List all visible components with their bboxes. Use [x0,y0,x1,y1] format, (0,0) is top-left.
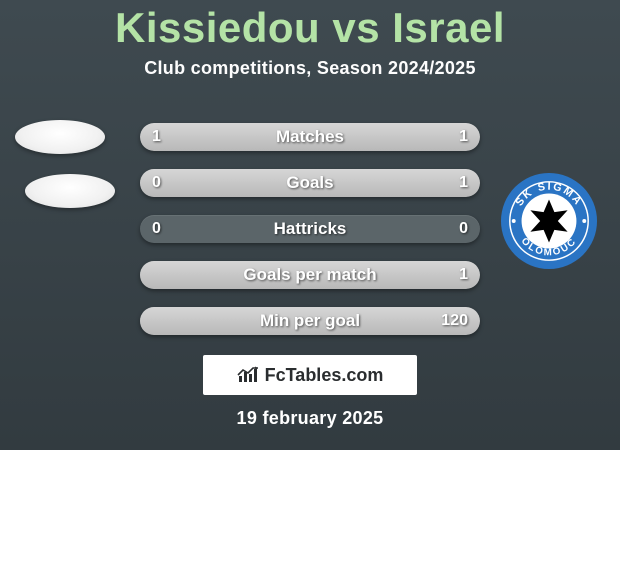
stat-row: 00Hattricks [140,215,480,243]
stat-label: Goals per match [140,261,480,289]
comparison-card: Kissiedou vs Israel Club competitions, S… [0,0,620,450]
branding-badge[interactable]: FcTables.com [203,355,417,395]
page-title: Kissiedou vs Israel [0,0,620,52]
chart-icon [237,365,259,385]
stat-row: 01Goals [140,169,480,197]
club-badge: SK SIGMA OLOMOUC [500,172,598,270]
stat-row: 1Goals per match [140,261,480,289]
stat-label: Matches [140,123,480,151]
branding-text: FcTables.com [265,365,384,386]
player1-logo-alt [25,174,115,208]
stat-row: 120Min per goal [140,307,480,335]
stat-row: 11Matches [140,123,480,151]
stat-label: Hattricks [140,215,480,243]
date-text: 19 february 2025 [0,408,620,429]
stat-label: Min per goal [140,307,480,335]
player1-logo [15,120,105,154]
stat-label: Goals [140,169,480,197]
stats-container: 11Matches 01Goals 00Hattricks 1Goals per ma… [140,123,480,353]
subtitle: Club competitions, Season 2024/2025 [0,58,620,79]
